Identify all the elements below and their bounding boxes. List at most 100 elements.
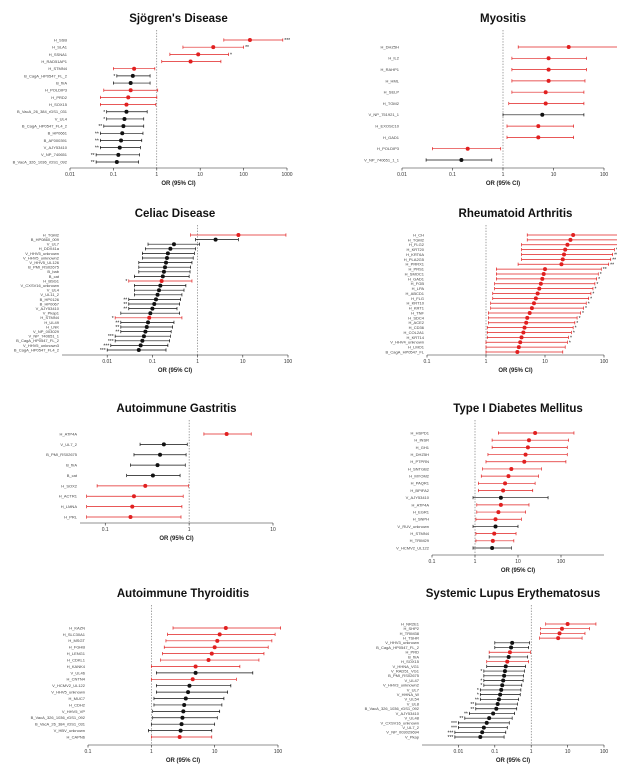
significance-marker: ** [614,253,617,259]
odds-ratio-point [543,101,548,106]
row-label: H_SDC4 [408,315,425,320]
odds-ratio-point [543,90,548,95]
x-tick-label: 0.01 [65,172,75,178]
row-label: V_UL48 [405,716,420,721]
odds-ratio-point [491,711,496,716]
row-label: V_HHV5_unknown [25,251,59,256]
odds-ratio-point [521,330,526,335]
x-axis-label: OR (95% CI) [486,181,520,187]
odds-ratio-point [503,664,508,669]
odds-ratio-point [498,692,503,697]
odds-ratio-point [560,257,565,262]
panel-myositis: Myositis 0.01 0.1 1 10 100 OR (95% CI) H_DHZ5H H… [364,13,617,187]
odds-ratio-point [128,515,133,519]
row-label: B_PMI_RS02675 [388,673,420,678]
odds-ratio-point [161,442,166,447]
x-axis-label: OR (95% CI) [158,368,192,374]
odds-ratio-point [546,78,551,83]
row-label: V_UL7 [47,242,60,247]
odds-ratio-point [496,697,501,702]
significance-marker: ** [123,307,127,313]
x-axis-label: OR (95% CI) [498,368,532,374]
odds-ratio-point [215,638,220,643]
odds-ratio-point [124,109,129,114]
odds-ratio-point [494,706,499,711]
odds-ratio-point [509,466,514,471]
row-label: B_HP0860_009 [31,237,60,242]
significance-marker: * [590,296,592,302]
significance-marker: *** [108,334,114,340]
significance-marker: * [480,683,482,689]
odds-ratio-point [153,297,158,302]
row-label: H_BPIFA2 [410,488,429,493]
odds-ratio-point [533,431,538,435]
significance-marker: ** [470,702,474,708]
row-label: H_SNPH [413,517,429,522]
row-label: H_KRT14 [407,335,425,340]
row-label: H_CH [413,232,424,237]
odds-ratio-point [480,730,485,735]
row-label: H_SLC30A1 [63,632,86,637]
odds-ratio-point [152,302,157,306]
panel-sjogrens-disease: Sjögren's Disease 0.01 0.1 1 10 100 1000 OR (95… [13,13,293,187]
odds-ratio-point [571,233,576,237]
odds-ratio-point [506,474,511,479]
row-label: H_GAD1 [383,135,400,140]
significance-marker: ** [475,697,479,703]
odds-ratio-point [212,645,217,650]
odds-ratio-point [160,274,165,279]
significance-marker: ** [610,262,614,268]
odds-ratio-point [146,320,151,325]
x-tick-label: 0.1 [149,359,156,365]
row-label: H_FGHB [69,645,86,650]
odds-ratio-point [502,669,507,674]
odds-ratio-point [196,52,201,57]
row-label: H_ABCD1 [406,291,425,296]
odds-ratio-point [533,296,538,301]
row-label: B_cat [67,473,78,478]
odds-ratio-point [128,81,133,86]
x-tick-label: 1 [485,359,488,365]
x-tick-label: 10 [565,749,571,755]
odds-ratio-point [217,632,222,637]
odds-ratio-point [162,265,167,270]
row-label: B_flrA [408,654,419,659]
row-label: V_NP_751921_1 [369,112,400,117]
odds-ratio-point [213,237,218,242]
odds-ratio-point [147,315,152,320]
odds-ratio-point [531,301,536,306]
significance-marker: ** [459,716,463,722]
row-label: H_MUC7 [69,696,86,701]
panel-celiac-disease: Celiac Disease 0.01 0.1 1 10 100 OR (95% CI) H_… [14,208,293,374]
x-tick-label: 1 [530,749,533,755]
row-label: H_STMN4 [410,531,429,536]
significance-marker: * [125,279,127,285]
panel-title: Systemic Lupus Erythematosus [426,588,600,600]
odds-ratio-point [121,124,126,129]
odds-ratio-point [114,160,119,164]
row-label: V_UL4 [55,116,68,121]
significance-marker: * [575,326,577,332]
panel-title: Autoimmune Gastritis [116,403,236,415]
row-label: B_PMI_RS02675 [28,265,60,270]
row-label: V_AJY53410 [36,306,60,311]
odds-ratio-point [177,735,182,739]
row-label: H_EXOSC10 [375,124,399,129]
row-label: B_CagA_HP0547_FL_2 [376,645,420,650]
odds-ratio-point [183,696,188,701]
row-label: H_PRRX1 [406,262,425,267]
panel-title: Celiac Disease [135,208,216,220]
odds-ratio-point [505,659,510,664]
significance-marker: *** [448,735,454,741]
row-label: H_CDKL1 [67,657,86,662]
odds-ratio-point [525,315,530,320]
odds-ratio-point [155,463,160,468]
panel-title: Myositis [480,13,526,25]
row-label: H_MYOM2 [409,474,430,479]
row-label: H_STMN4 [40,315,59,320]
odds-ratio-point [209,651,214,656]
odds-ratio-point [509,645,514,650]
row-label: V_CXSV16_unknown [21,283,59,288]
x-tick-label: 10 [551,172,557,178]
row-label: H_TRIM29 [410,538,430,543]
